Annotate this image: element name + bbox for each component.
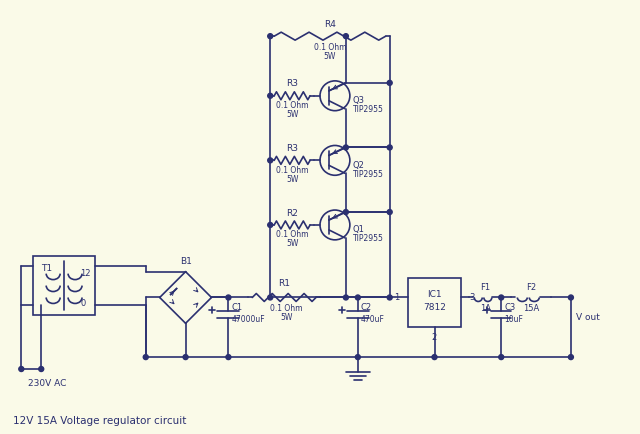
Circle shape <box>387 210 392 214</box>
FancyBboxPatch shape <box>408 278 461 327</box>
Text: TIP2955: TIP2955 <box>353 105 384 114</box>
Text: R4: R4 <box>324 20 336 29</box>
Circle shape <box>268 34 273 39</box>
Text: 230V AC: 230V AC <box>28 379 67 388</box>
Text: F2: F2 <box>526 283 536 292</box>
Circle shape <box>387 295 392 300</box>
Text: Q1: Q1 <box>353 225 365 234</box>
Text: 5W: 5W <box>286 175 298 184</box>
Circle shape <box>226 295 231 300</box>
Text: 12: 12 <box>80 269 90 278</box>
Text: C2: C2 <box>361 303 372 312</box>
Circle shape <box>344 295 348 300</box>
Circle shape <box>355 295 360 300</box>
Circle shape <box>19 367 24 372</box>
Text: B1: B1 <box>180 257 191 266</box>
Circle shape <box>344 34 348 39</box>
Circle shape <box>432 355 437 360</box>
Circle shape <box>499 295 504 300</box>
Text: 0.1 Ohm: 0.1 Ohm <box>270 304 302 313</box>
Text: 12V 15A Voltage regulator circuit: 12V 15A Voltage regulator circuit <box>13 416 187 426</box>
FancyBboxPatch shape <box>33 256 95 316</box>
Text: 0: 0 <box>80 299 85 308</box>
Circle shape <box>344 210 348 214</box>
Text: C3: C3 <box>504 303 515 312</box>
Text: 5W: 5W <box>324 52 336 60</box>
Text: 470uF: 470uF <box>361 315 385 324</box>
Text: IC1: IC1 <box>427 290 442 299</box>
Circle shape <box>268 93 273 98</box>
Circle shape <box>568 355 573 360</box>
Text: 0.1 Ohm: 0.1 Ohm <box>314 43 346 52</box>
Text: 0.1 Ohm: 0.1 Ohm <box>276 101 308 110</box>
Text: 5W: 5W <box>280 313 292 322</box>
Text: Q3: Q3 <box>353 96 365 105</box>
Text: R3: R3 <box>286 144 298 153</box>
Circle shape <box>387 80 392 85</box>
Circle shape <box>568 295 573 300</box>
Text: 2: 2 <box>432 333 437 342</box>
Circle shape <box>143 355 148 360</box>
Text: 15A: 15A <box>523 304 540 313</box>
Text: 0.1 Ohm: 0.1 Ohm <box>276 166 308 175</box>
Text: 5W: 5W <box>286 239 298 248</box>
Text: R2: R2 <box>286 208 298 217</box>
Text: T1: T1 <box>41 264 52 273</box>
Circle shape <box>499 355 504 360</box>
Text: R3: R3 <box>286 79 298 89</box>
Text: 10uF: 10uF <box>504 315 523 324</box>
Circle shape <box>183 355 188 360</box>
Text: 1A: 1A <box>480 304 491 313</box>
Circle shape <box>387 145 392 150</box>
Text: 47000uF: 47000uF <box>232 315 265 324</box>
Circle shape <box>39 367 44 372</box>
Text: R1: R1 <box>278 279 290 288</box>
Circle shape <box>268 295 273 300</box>
Text: Q2: Q2 <box>353 161 365 170</box>
Circle shape <box>268 223 273 227</box>
Circle shape <box>268 158 273 163</box>
Circle shape <box>226 355 231 360</box>
Text: TIP2955: TIP2955 <box>353 234 384 243</box>
Circle shape <box>344 145 348 150</box>
Text: F1: F1 <box>480 283 490 292</box>
Text: V out: V out <box>576 313 600 322</box>
Text: 3: 3 <box>469 293 475 302</box>
Text: 1: 1 <box>394 293 399 302</box>
Text: 5W: 5W <box>286 110 298 119</box>
Text: 7812: 7812 <box>423 303 446 312</box>
Circle shape <box>355 355 360 360</box>
Text: 0.1 Ohm: 0.1 Ohm <box>276 230 308 240</box>
Text: TIP2955: TIP2955 <box>353 170 384 179</box>
Text: C1: C1 <box>232 303 243 312</box>
